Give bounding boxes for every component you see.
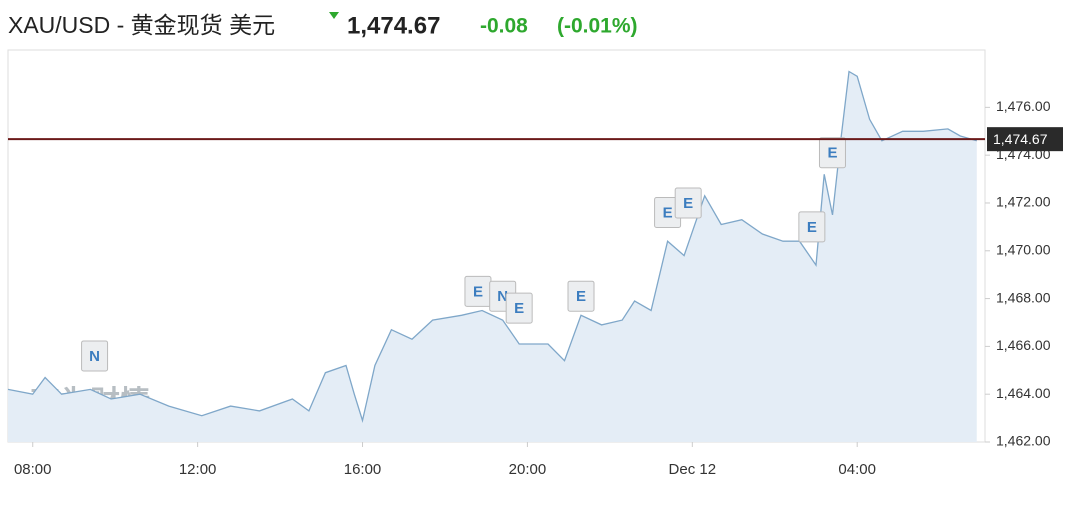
price: 1,474.67 [347,12,440,39]
event-label: E [514,300,524,317]
event-label: E [576,288,586,305]
event-label: E [683,195,693,212]
event-label: N [497,288,508,305]
event-label: E [827,145,837,162]
change-pct: (-0.01%) [557,15,638,38]
event-box [674,187,702,219]
price-line [7,70,977,424]
y-tick-label: 1,468.00 [996,289,1051,305]
symbol: XAU/USD - 黄金现货 美元 [8,12,275,38]
y-tick-label: 1,466.00 [996,337,1051,353]
x-tick-label: 16:00 [344,461,382,478]
y-tick-label: 1,462.00 [996,433,1051,449]
event-label: E [807,219,817,236]
down-arrow [329,12,339,19]
event-box [818,137,846,169]
y-tick-label: 1,476.00 [996,98,1051,114]
change: -0.08 [480,15,528,38]
x-tick-label: 12:00 [179,461,217,478]
y-tick-label: 1,470.00 [996,241,1051,257]
area-fill [8,71,977,442]
y-tick-label: 1,472.00 [996,194,1051,210]
event-label: E [473,283,483,300]
event-label: N [89,348,100,365]
event-box [505,292,533,324]
event-box [567,280,595,312]
x-tick-label: 20:00 [509,461,547,478]
last-price-box [987,127,1063,152]
event-box [81,340,109,372]
x-tick-label: 08:00 [14,461,52,478]
event-box [798,211,826,243]
x-tick-label: Dec 12 [669,461,717,478]
event-label: E [663,205,673,222]
y-tick-label: 1,464.00 [996,385,1051,401]
x-tick-label: 04:00 [838,461,876,478]
last-price-label: 1,474.67 [993,131,1048,147]
